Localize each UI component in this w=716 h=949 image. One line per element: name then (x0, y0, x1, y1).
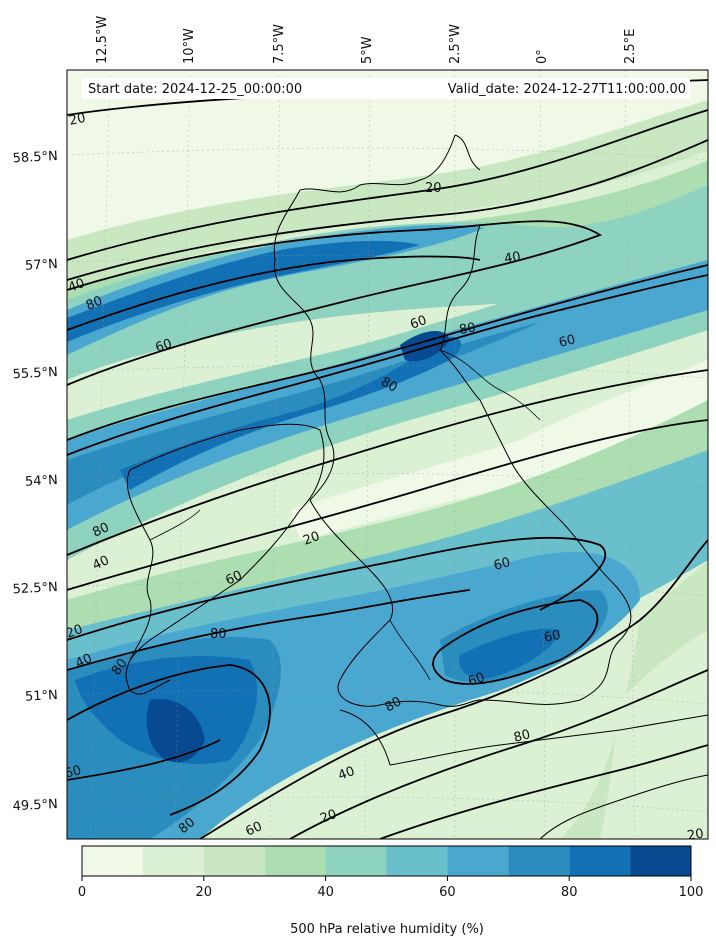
contour-label: 20 (686, 826, 705, 844)
valid-date-label: Valid_date: 2024-12-27T11:00:00.00 (448, 82, 686, 97)
contour-label: 40 (73, 651, 94, 672)
humidity-band (120, 336, 461, 490)
lon-tick-label: 5°W (360, 36, 375, 64)
colorbar-swatch (386, 846, 448, 876)
lat-tick-label: 58.5°N (12, 149, 58, 166)
colorbar-tick-label: 20 (196, 885, 213, 900)
contour-label: 80 (90, 520, 111, 541)
contour-label: 80 (378, 374, 400, 395)
contour-label: 60 (557, 332, 577, 351)
colorbar-tick-label: 0 (78, 885, 86, 900)
date-banner (82, 78, 690, 99)
humidity-band (67, 240, 420, 342)
lat-tick-label: 55.5°N (12, 365, 58, 382)
colorbar-swatch (203, 846, 265, 876)
contour-label: 60 (243, 819, 264, 840)
contour-lines (67, 79, 708, 839)
map-panel: 20 20 40 80 60 40 60 80 80 60 80 40 20 6… (63, 70, 708, 844)
contour-label: 60 (466, 670, 487, 690)
contour-label: 20 (68, 111, 87, 129)
colorbar-swatch (264, 846, 326, 876)
contour-label: 20 (425, 181, 442, 196)
colorbar-swatch (82, 846, 143, 876)
contour-label: 80 (458, 320, 477, 338)
lon-tick-label: 2.5°W (448, 24, 463, 64)
colorbar-label: 500 hPa relative humidity (%) (290, 922, 484, 937)
contour-label: 60 (543, 628, 562, 646)
contour-label: 80 (512, 727, 532, 746)
contour-label: 60 (63, 763, 83, 782)
colorbar-swatch (508, 846, 570, 876)
colorbar-tick-label: 60 (439, 885, 456, 900)
start-date-label: Start date: 2024-12-25_00:00:00 (88, 82, 302, 97)
lat-tick-label: 51°N (25, 688, 59, 705)
map-frame (66, 69, 709, 840)
colorbar-tick-label: 40 (317, 885, 334, 900)
borders (149, 349, 541, 681)
humidity-band (146, 699, 205, 763)
contour-label: 60 (492, 555, 512, 574)
lon-tick-label: 12.5°W (95, 16, 110, 64)
contour-label: 40 (90, 553, 111, 574)
colorbar-ticks: 0 20 40 60 80 100 (78, 876, 704, 900)
colorbar-swatch (569, 846, 631, 876)
contour-label: 60 (223, 568, 244, 589)
contour-label: 80 (84, 294, 105, 314)
longitude-ticks: 12.5°W 10°W 7.5°W 5°W 2.5°W 0° 2.5°E (95, 16, 638, 64)
contour-label: 20 (301, 529, 322, 549)
humidity-band (67, 260, 708, 530)
latitude-ticks: 58.5°N 57°N 55.5°N 54°N 52.5°N 51°N 49.5… (12, 149, 58, 814)
contour-labels: 20 20 40 80 60 40 60 80 80 60 80 40 20 6… (63, 111, 705, 844)
colorbar (81, 845, 692, 877)
colorbar-tick-label: 100 (679, 885, 704, 900)
contour-label: 60 (154, 336, 174, 355)
humidity-band (459, 628, 560, 679)
contour-label: 40 (336, 764, 357, 784)
contour-label: 80 (210, 627, 227, 642)
coastline (125, 134, 708, 839)
colorbar-swatch (325, 846, 387, 876)
contour-label: 20 (318, 807, 339, 827)
lon-tick-label: 7.5°W (272, 24, 287, 64)
lat-tick-label: 52.5°N (12, 580, 58, 597)
lat-tick-label: 54°N (25, 473, 59, 490)
contour-label: 40 (66, 276, 87, 296)
contour-label: 80 (383, 694, 405, 715)
contour-label: 40 (503, 249, 522, 267)
colorbar-frame (81, 845, 692, 877)
lon-tick-label: 2.5°E (623, 29, 638, 64)
colorbar-swatch (447, 846, 509, 876)
humidity-band (290, 360, 708, 540)
contour-label: 60 (408, 313, 429, 333)
lat-tick-label: 49.5°N (12, 797, 58, 814)
lon-tick-label: 0° (535, 49, 550, 64)
lon-tick-label: 10°W (182, 28, 197, 64)
colorbar-tick-label: 80 (561, 885, 578, 900)
contour-label: 20 (64, 622, 85, 642)
colorbar-swatch (142, 846, 204, 876)
colorbar-swatch (630, 846, 691, 876)
lat-tick-label: 57°N (25, 257, 59, 274)
